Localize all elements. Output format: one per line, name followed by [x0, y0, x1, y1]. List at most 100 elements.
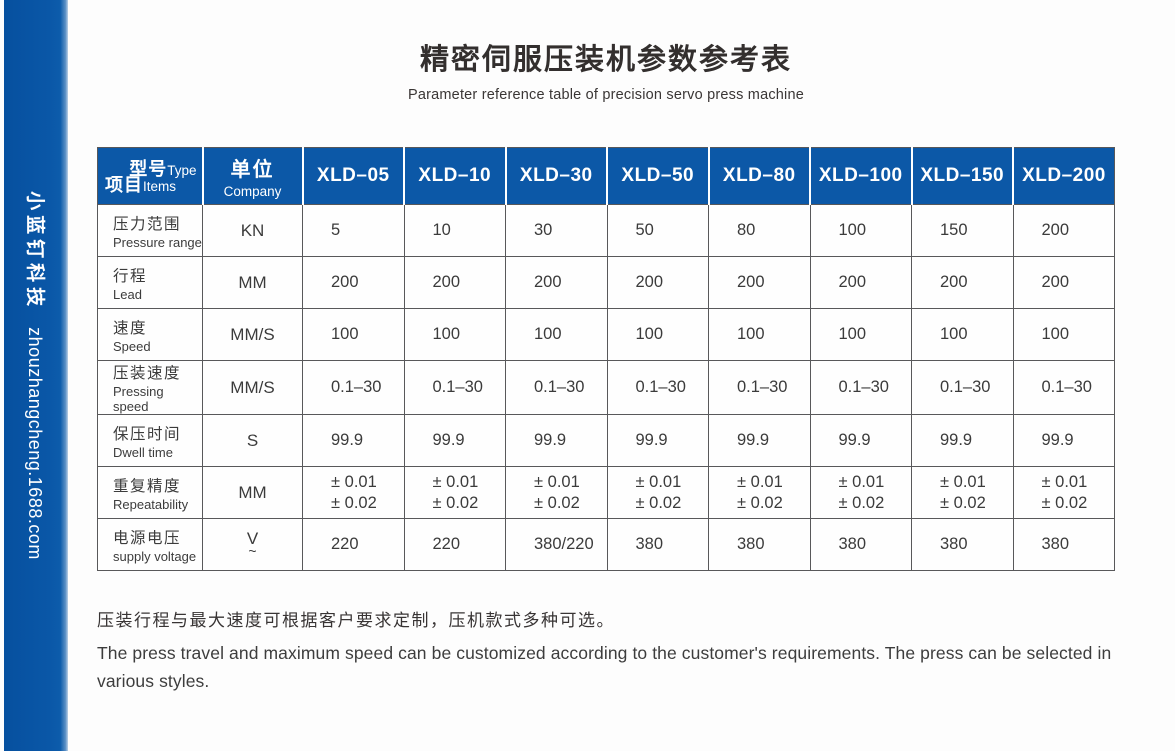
- table-header-row: 型号Type 项目Items 单位 Company XLD–05 XLD–10 XL…: [97, 147, 1115, 205]
- row-label-en: supply voltage: [113, 548, 197, 564]
- parameter-value-cell: 100: [1012, 308, 1115, 361]
- parameter-table: 型号Type 项目Items 单位 Company XLD–05 XLD–10 XL…: [97, 147, 1115, 571]
- parameter-value-cell: 0.1–30: [708, 360, 811, 415]
- parameter-value-cell: 99.9: [911, 414, 1014, 467]
- row-label-en: Repeatability: [113, 496, 189, 512]
- row-unit-cell: MM/S: [202, 308, 303, 361]
- parameter-value-cell: 80: [708, 204, 811, 257]
- row-label-cell: 压装速度 Pressing speed: [97, 360, 203, 415]
- parameter-value-cell: ± 0.01 ± 0.02: [606, 466, 709, 519]
- parameter-value-cell: 100: [809, 308, 912, 361]
- parameter-value-cell: 0.1–30: [403, 360, 506, 415]
- sidebar-vertical-text: 小蓝钉科技 zhouzhangcheng.1688.com: [23, 191, 50, 560]
- brand-name: 小蓝钉科技: [23, 191, 45, 312]
- parameter-value-cell: 99.9: [708, 414, 811, 467]
- parameter-value-cell: ± 0.01 ± 0.02: [302, 466, 405, 519]
- parameter-value-cell: 220: [302, 518, 405, 571]
- parameter-value-cell: 100: [505, 308, 608, 361]
- parameter-value-cell: 200: [505, 256, 608, 309]
- brand-sidebar: 小蓝钉科技 zhouzhangcheng.1688.com: [4, 0, 68, 751]
- row-label-cell: 重复精度 Repeatability: [97, 466, 203, 519]
- row-label-cell: 压力范围 Pressure range: [97, 204, 203, 257]
- parameter-value-cell: 380: [809, 518, 912, 571]
- row-label-cn: 电源电压: [113, 529, 182, 547]
- unit-column-header: 单位 Company: [201, 147, 303, 205]
- parameter-value-cell: 200: [302, 256, 405, 309]
- note-english: The press travel and maximum speed can b…: [97, 643, 1112, 691]
- row-label-cn: 速度: [113, 319, 148, 337]
- table-row: 压力范围 Pressure range KN 5 10 30 50 80 100 150 200: [97, 204, 1115, 257]
- parameter-value-cell: 200: [1012, 204, 1115, 257]
- table-row: 压装速度 Pressing speed MM/S 0.1–30 0.1–30 0.1–30…: [97, 360, 1115, 415]
- row-label-en: Pressing speed: [113, 384, 164, 414]
- parameter-value-cell: 100: [911, 308, 1014, 361]
- model-column-header: XLD–200: [1012, 147, 1115, 205]
- row-unit-cell: V ~: [202, 518, 303, 571]
- table-row: 电源电压 supply voltage V ~220 220 380/220 380 380 3…: [97, 518, 1115, 571]
- parameter-value-cell: 200: [708, 256, 811, 309]
- parameter-value-cell: 0.1–30: [1012, 360, 1115, 415]
- parameter-value-cell: 10: [403, 204, 506, 257]
- note-chinese: 压装行程与最大速度可根据客户要求定制，压机款式多种可选。: [97, 611, 615, 630]
- parameter-value-cell: 0.1–30: [606, 360, 709, 415]
- row-unit-cell: S: [202, 414, 303, 467]
- parameter-value-cell: 200: [1012, 256, 1115, 309]
- row-unit-cell: MM/S: [202, 360, 303, 415]
- model-column-header: XLD–100: [809, 147, 912, 205]
- row-label-en: Speed: [113, 338, 151, 354]
- parameter-value-cell: 100: [708, 308, 811, 361]
- row-label-cn: 保压时间: [113, 425, 182, 443]
- parameter-value-cell: 380/220: [505, 518, 608, 571]
- parameter-value-cell: 220: [403, 518, 506, 571]
- parameter-value-cell: 200: [911, 256, 1014, 309]
- row-label-cell: 保压时间 Dwell time: [97, 414, 203, 467]
- parameter-value-cell: 200: [606, 256, 709, 309]
- parameter-value-cell: ± 0.01 ± 0.02: [505, 466, 608, 519]
- page-header: 精密伺服压装机参数参考表 Parameter reference table o…: [97, 36, 1115, 103]
- footer-notes: 压装行程与最大速度可根据客户要求定制，压机款式多种可选。 The press t…: [97, 606, 1117, 695]
- parameter-value-cell: ± 0.01 ± 0.02: [911, 466, 1014, 519]
- parameter-value-cell: 380: [911, 518, 1014, 571]
- model-column-header: XLD–50: [606, 147, 709, 205]
- model-column-header: XLD–05: [301, 147, 404, 205]
- parameter-value-cell: 100: [302, 308, 405, 361]
- row-unit-cell: MM: [202, 256, 303, 309]
- parameter-value-cell: 0.1–30: [809, 360, 912, 415]
- table-row: 速度 Speed MM/S 100 100 100 100 100 100 100 100: [97, 308, 1115, 361]
- parameter-value-cell: 200: [809, 256, 912, 309]
- parameter-value-cell: 150: [911, 204, 1014, 257]
- parameter-value-cell: 99.9: [1012, 414, 1115, 467]
- row-label-cn: 行程: [113, 267, 148, 285]
- parameter-value-cell: 99.9: [809, 414, 912, 467]
- row-label-cn: 重复精度: [113, 477, 182, 495]
- parameter-value-cell: 100: [809, 204, 912, 257]
- parameter-value-cell: 99.9: [505, 414, 608, 467]
- parameter-value-cell: 50: [606, 204, 709, 257]
- parameter-value-cell: 0.1–30: [505, 360, 608, 415]
- model-column-header: XLD–150: [910, 147, 1013, 205]
- parameter-value-cell: 380: [1012, 518, 1115, 571]
- parameter-value-cell: 99.9: [302, 414, 405, 467]
- corner-type-label: 型号Type: [129, 159, 197, 179]
- table-row: 保压时间 Dwell time S 99.9 99.9 99.9 99.9 99.9 99.9 9…: [97, 414, 1115, 467]
- row-label-cn: 压装速度: [113, 365, 182, 382]
- row-label-cell: 电源电压 supply voltage: [97, 518, 203, 571]
- table-row: 行程 Lead MM 200 200 200 200 200 200 200 200: [97, 256, 1115, 309]
- parameter-value-cell: 100: [403, 308, 506, 361]
- row-label-cell: 速度 Speed: [97, 308, 203, 361]
- row-unit-cell: MM: [202, 466, 303, 519]
- table-row: 重复精度 Repeatability MM ± 0.01 ± 0.02 ± 0.01 ±…: [97, 466, 1115, 519]
- parameter-value-cell: 200: [403, 256, 506, 309]
- model-column-header: XLD–80: [707, 147, 810, 205]
- parameter-value-cell: 5: [302, 204, 405, 257]
- parameter-value-cell: 0.1–30: [302, 360, 405, 415]
- parameter-value-cell: ± 0.01 ± 0.02: [1012, 466, 1115, 519]
- page-title: 精密伺服压装机参数参考表: [419, 44, 792, 76]
- row-label-en: Pressure range: [113, 234, 202, 250]
- parameter-value-cell: 380: [606, 518, 709, 571]
- row-label-cell: 行程 Lead: [97, 256, 203, 309]
- page-subtitle: Parameter reference table of precision s…: [407, 87, 805, 103]
- parameter-value-cell: ± 0.01 ± 0.02: [809, 466, 912, 519]
- row-label-en: Dwell time: [113, 444, 173, 460]
- brand-url: zhouzhangcheng.1688.com: [24, 327, 45, 560]
